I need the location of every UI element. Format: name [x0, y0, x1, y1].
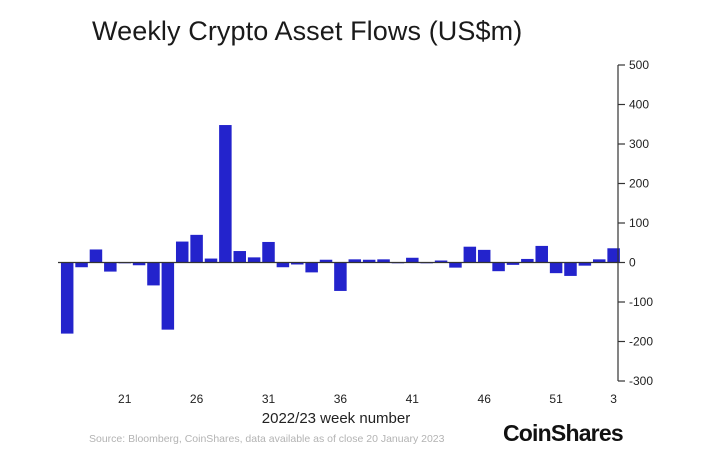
coinshares-logo: CoinShares [503, 420, 624, 446]
bar-week-19 [89, 249, 103, 263]
bar-week-44 [449, 262, 462, 268]
x-tick-label: 41 [406, 392, 420, 406]
bar-week-49 [521, 258, 534, 263]
x-axis-ticks: 21 26 31 36 41 46 51 3 [118, 392, 617, 406]
y-tick-label: -300 [629, 374, 653, 388]
bar-week-23 [147, 262, 160, 286]
y-tick-label: 300 [629, 137, 649, 151]
x-tick-label: 31 [262, 392, 276, 406]
y-tick-label: 0 [629, 256, 636, 270]
x-tick-label: 21 [118, 392, 132, 406]
y-tick-label: 200 [629, 177, 649, 191]
bar-week-22 [132, 262, 146, 266]
bars-group [60, 125, 620, 334]
bar-week-47 [492, 262, 505, 272]
x-tick-label: 36 [334, 392, 348, 406]
y-axis-ticks: 500 400 300 200 100 0 -100 -200 -300 [618, 58, 653, 388]
x-axis-label: 2022/23 week number [261, 410, 411, 427]
y-tick-label: 400 [629, 98, 649, 112]
bar-week-45 [463, 246, 477, 263]
bar-week-28 [219, 125, 232, 263]
bar-week-17 [60, 262, 74, 334]
x-tick-label: 46 [478, 392, 492, 406]
bar-week-41 [406, 257, 419, 263]
x-tick-label: 51 [549, 392, 563, 406]
bar-week-33 [291, 262, 304, 265]
bar-week-36 [334, 262, 347, 291]
bar-week-20 [104, 262, 117, 272]
bar-week-18 [75, 262, 88, 268]
bar-week-32 [276, 262, 290, 268]
bar-week-51 [549, 262, 563, 274]
y-tick-label: -200 [629, 335, 653, 349]
bar-week-3 [607, 248, 620, 263]
bar-week-48 [506, 262, 520, 265]
bar-week-29 [233, 251, 246, 263]
x-tick-label: 3 [610, 392, 617, 406]
bar-week-39 [377, 259, 390, 263]
y-tick-label: 100 [629, 216, 649, 230]
bar-week-34 [305, 262, 318, 273]
bar-week-26 [190, 234, 203, 263]
bar-week-30 [247, 257, 261, 263]
y-tick-label: 500 [629, 58, 649, 72]
source-note: Source: Bloomberg, CoinShares, data avai… [89, 433, 445, 445]
bar-week-52 [564, 262, 577, 276]
bar-week-31 [262, 241, 275, 263]
bar-week-43 [434, 260, 448, 263]
bar-week-27 [204, 258, 218, 263]
bar-week-38 [362, 259, 376, 263]
bar-week-46 [477, 249, 491, 263]
bar-week-37 [348, 259, 362, 263]
chart-title: Weekly Crypto Asset Flows (US$m) [92, 16, 523, 46]
x-tick-label: 26 [190, 392, 204, 406]
y-tick-label: -100 [629, 295, 653, 309]
bar-week-24 [161, 262, 175, 330]
bar-week-25 [175, 241, 189, 263]
bar-week-50 [535, 245, 548, 263]
bar-week-35 [319, 259, 333, 263]
bar-week-2 [593, 259, 606, 263]
bar-week-1 [578, 262, 592, 266]
